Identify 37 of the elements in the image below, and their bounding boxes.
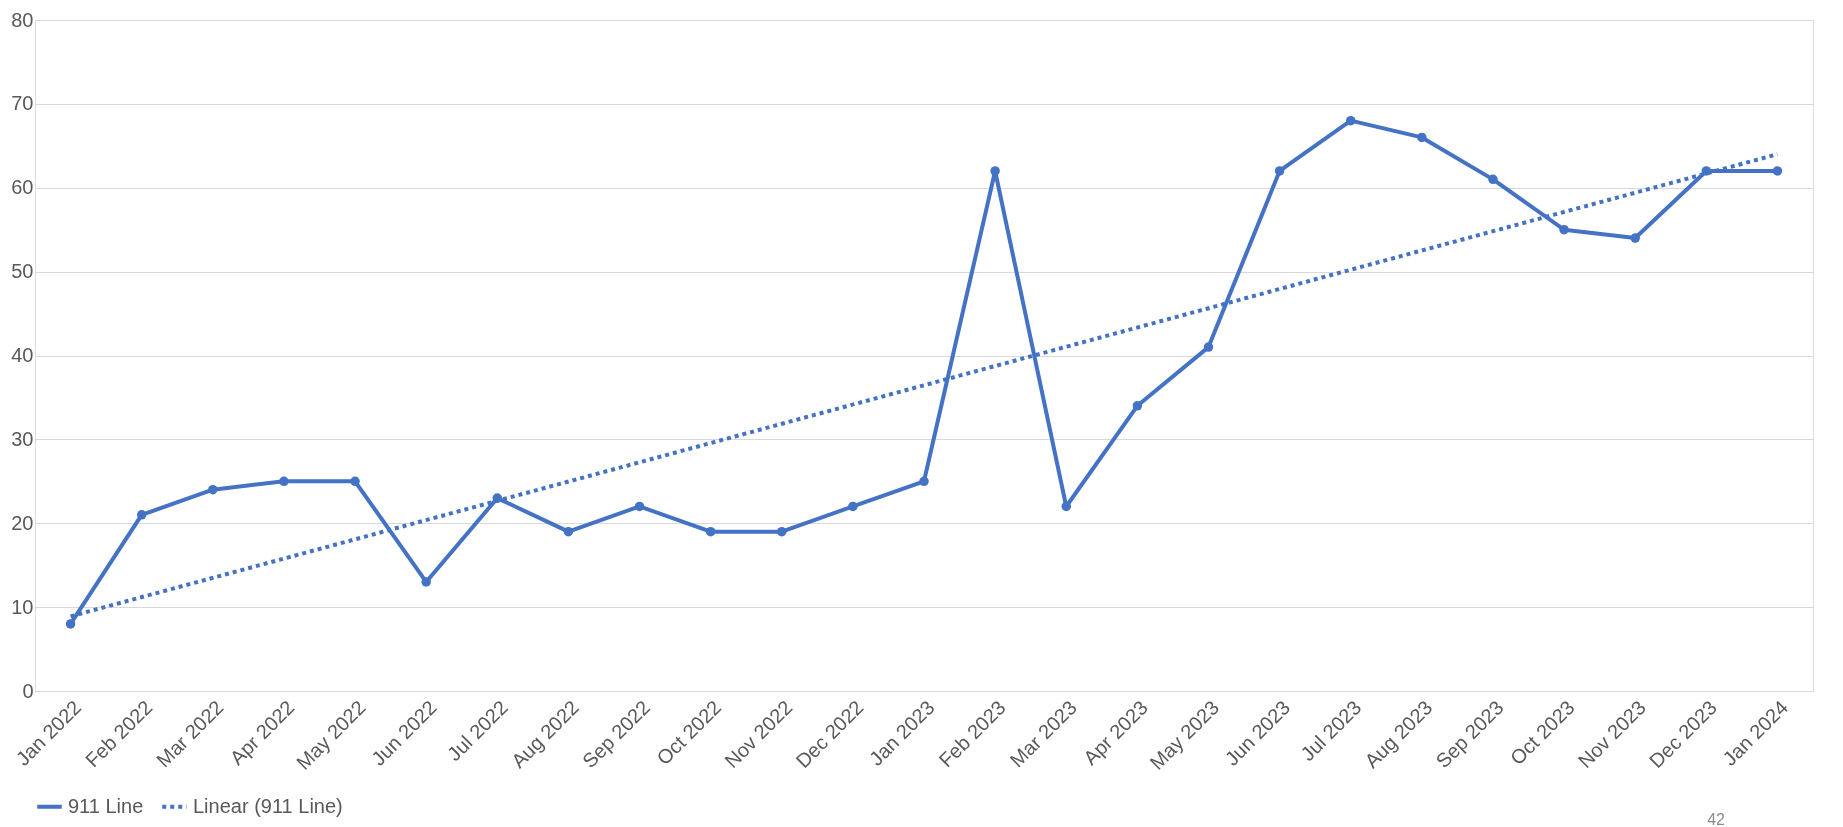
point (848, 501, 858, 512)
point (1630, 233, 1640, 243)
y-tick-label: 0 (22, 679, 34, 702)
point (1417, 132, 1427, 143)
y-tick-label: 10 (11, 595, 34, 618)
point (279, 476, 289, 487)
point (208, 484, 218, 495)
y-tick-label: 60 (11, 176, 34, 199)
point (705, 526, 716, 537)
point (1701, 166, 1712, 176)
point (1061, 501, 1071, 512)
point (350, 476, 360, 487)
point (421, 577, 431, 587)
point (1274, 166, 1285, 176)
legend-label: 911 Line (68, 794, 144, 817)
y-tick-label: 30 (11, 427, 34, 450)
point (1345, 115, 1356, 126)
point (1203, 342, 1214, 352)
point (990, 166, 1000, 176)
point (563, 526, 574, 537)
point (136, 510, 147, 520)
point (1488, 174, 1498, 185)
point (1132, 401, 1143, 411)
y-tick-label: 40 (11, 344, 34, 366)
legend-label: Linear (911 Line) (193, 794, 343, 817)
y-tick-label: 70 (11, 92, 34, 115)
point (1559, 224, 1569, 235)
y-tick-label: 80 (11, 8, 34, 31)
y-tick-label: 20 (11, 511, 34, 534)
point (777, 526, 787, 537)
point (634, 501, 645, 512)
point (1772, 166, 1783, 176)
y-tick-label: 50 (11, 260, 34, 283)
point (65, 619, 76, 629)
text: 42 (1707, 811, 1726, 827)
point (919, 476, 929, 487)
point (492, 493, 503, 503)
